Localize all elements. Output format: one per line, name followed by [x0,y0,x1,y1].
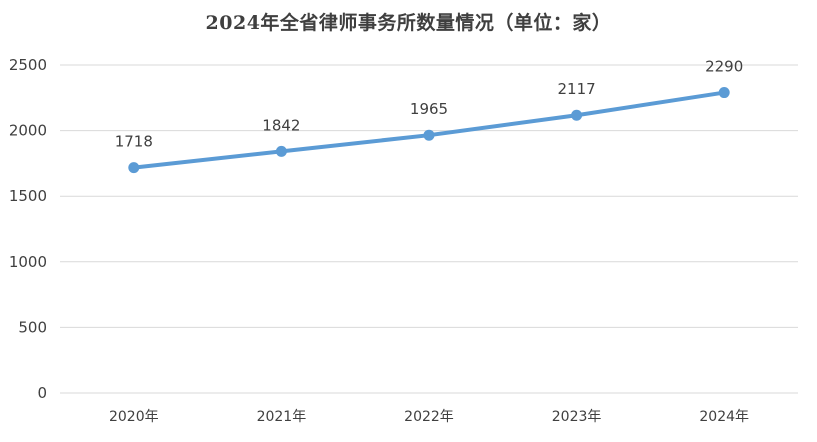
data-labels: 1718 1842 1965 2117 2290 [115,58,744,151]
y-axis-ticks: 0 500 1000 1500 2000 2500 [9,56,47,402]
x-tick-label: 2022年 [404,409,454,425]
x-tick-label: 2021年 [257,409,307,425]
data-points [128,87,730,174]
y-tick-label: 1500 [9,187,47,205]
x-tick-label: 2024年 [699,409,749,425]
data-point [275,145,287,157]
data-label: 1718 [115,133,153,151]
chart-title: 2024年全省律师事务所数量情况（单位：家） [205,12,612,34]
data-point [423,129,435,141]
data-point [128,162,140,174]
x-tick-label: 2023年 [552,409,602,425]
data-point [571,109,583,121]
y-tick-label: 500 [18,318,47,336]
data-label: 1842 [262,116,300,134]
x-axis-ticks: 2020年 2021年 2022年 2023年 2024年 [109,409,749,425]
y-tick-label: 0 [37,384,47,402]
data-label: 1965 [410,100,448,118]
data-point [718,87,730,99]
data-label: 2290 [705,58,743,76]
y-tick-label: 2500 [9,56,47,74]
y-tick-label: 2000 [9,122,47,140]
data-label: 2117 [558,80,596,98]
x-tick-label: 2020年 [109,409,159,425]
y-tick-label: 1000 [9,253,47,271]
